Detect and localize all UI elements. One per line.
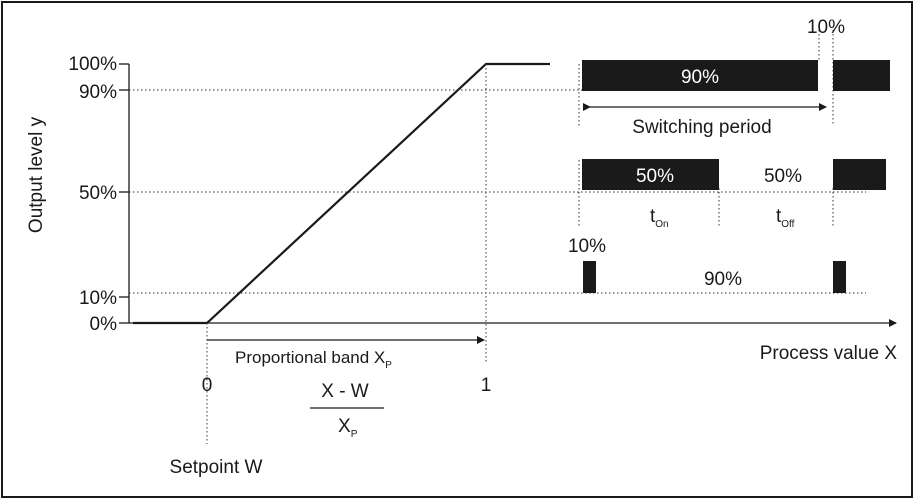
pulse-90-on [582,60,818,91]
y-tick-label-10: 10% [79,288,117,309]
pulse-50-off-label: 50% [764,166,802,187]
output-curve [133,62,550,325]
t-off-label: tOff [776,206,795,230]
y-tick-label-0: 0% [90,314,118,335]
y-tick-label-100: 100% [68,54,117,75]
t-on-label: tOn [650,206,669,230]
switching-period-label: Switching period [632,117,771,138]
pulse-10-off-label: 90% [704,269,742,290]
pulse-10-on-label: 10% [568,236,606,257]
x-tick-label-0: 0 [202,375,213,396]
x-axis-label: Process value X [760,343,898,364]
pulse-90-on-label: 90% [681,67,719,88]
pulse-50-on [582,159,719,190]
x-tick-label-1: 1 [481,375,492,396]
pulse-90-next [833,60,890,91]
pulse-10-on [583,261,596,293]
pulse-50-on-label: 50% [636,166,674,187]
y-tick-label-90: 90% [79,82,117,103]
proportional-band-label: Proportional band XP [235,348,392,371]
y-axis-label: Output level y [26,116,47,233]
formula-numerator: X - W [321,381,369,402]
formula-denominator: XP [338,416,358,440]
setpoint-label: Setpoint W [170,457,263,478]
pulse-50-next [833,159,886,190]
pulse-10-next [833,261,846,293]
y-tick-label-50: 50% [79,183,117,204]
pulse-90-off-label: 10% [807,17,845,38]
